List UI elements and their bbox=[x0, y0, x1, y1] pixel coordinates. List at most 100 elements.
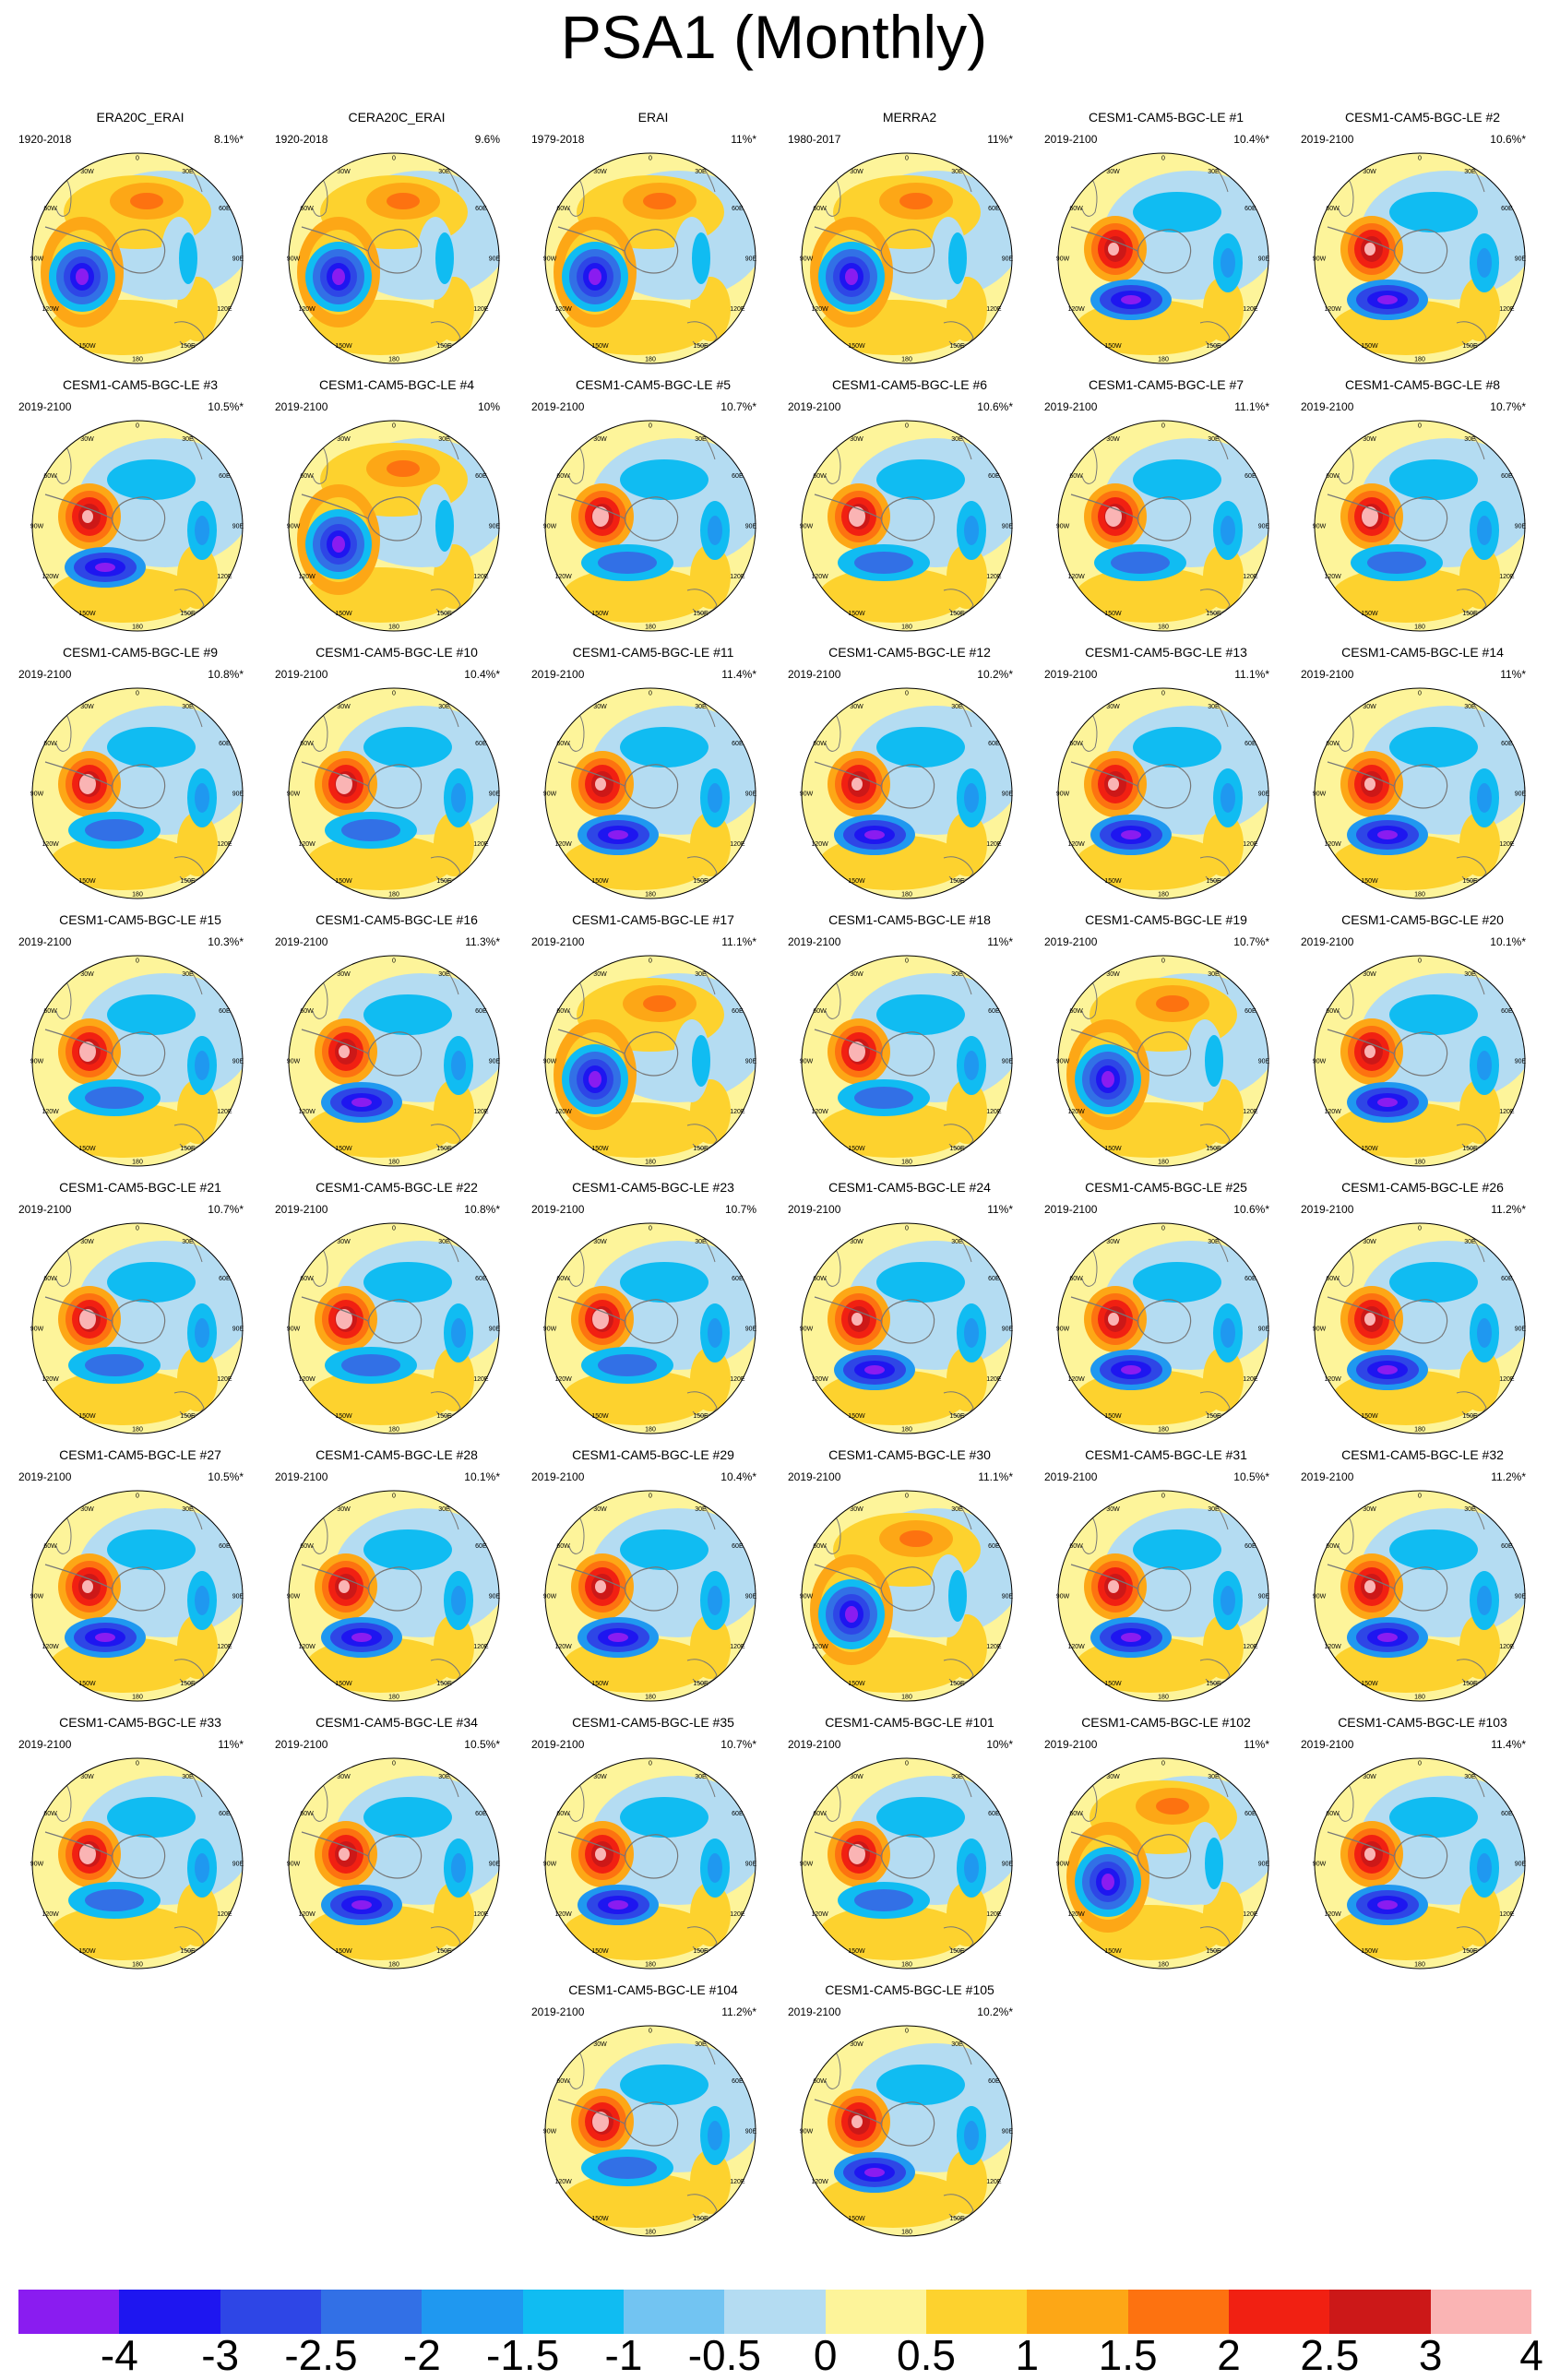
longitude-label: 60E bbox=[732, 206, 744, 212]
longitude-label: 90W bbox=[800, 2129, 814, 2136]
longitude-label: 0 bbox=[1418, 1226, 1422, 1232]
longitude-label: 120E bbox=[1243, 1911, 1258, 1918]
longitude-label: 180 bbox=[388, 1695, 399, 1701]
longitude-label: 60W bbox=[1326, 206, 1340, 212]
longitude-label: 0 bbox=[649, 958, 652, 965]
longitude-label: 30W bbox=[593, 971, 607, 978]
longitude-label: 150W bbox=[848, 878, 865, 885]
longitude-label: 120E bbox=[730, 841, 745, 848]
longitude-label: 90E bbox=[1515, 1327, 1527, 1333]
panel-period: 2019-2100 bbox=[18, 1738, 72, 1751]
longitude-label: 60W bbox=[1326, 741, 1340, 747]
longitude-label: 0 bbox=[136, 156, 139, 162]
panel-variance-percent: 11%* bbox=[218, 1738, 244, 1751]
longitude-label: 30W bbox=[337, 1239, 351, 1245]
longitude-label: 0 bbox=[905, 156, 909, 162]
longitude-label: 180 bbox=[1414, 892, 1425, 898]
longitude-label: 60W bbox=[43, 1276, 57, 1282]
longitude-label: 60W bbox=[813, 1008, 827, 1015]
map-panel: CESM1-CAM5-BGC-LE #9 2019-2100 10.8%* 0 30E 6… bbox=[13, 644, 268, 911]
longitude-label: 150E bbox=[1462, 1948, 1478, 1955]
polar-map: 0 30E 60E 90E 120E 150E 180 150W 120W 90W 60W 30W bbox=[540, 1218, 761, 1439]
longitude-label: 120W bbox=[298, 574, 316, 580]
longitude-label: 60E bbox=[1501, 1276, 1513, 1282]
panel-period: 2019-2100 bbox=[1044, 935, 1098, 948]
longitude-label: 150E bbox=[693, 1948, 709, 1955]
longitude-label: 60E bbox=[1244, 1008, 1256, 1015]
polar-map: 0 30E 60E 90E 120E 150E 180 150W 120W 90W 60W 30W bbox=[540, 415, 761, 637]
map-panel: CESM1-CAM5-BGC-LE #17 2019-2100 11.1%* 0 30E… bbox=[526, 911, 780, 1179]
panel-variance-percent: 11.1%* bbox=[721, 935, 756, 948]
longitude-label: 90W bbox=[543, 256, 557, 263]
longitude-label: 60E bbox=[988, 1276, 1000, 1282]
panel-period: 2019-2100 bbox=[275, 1738, 328, 1751]
colorbar-tick-label: 4 bbox=[1519, 2331, 1543, 2379]
map-panel: CESM1-CAM5-BGC-LE #101 2019-2100 10%* 0 30E 6… bbox=[782, 1714, 1037, 1981]
panel-variance-percent: 11%* bbox=[987, 935, 1013, 948]
longitude-label: 120E bbox=[217, 1644, 232, 1650]
longitude-label: 0 bbox=[1418, 156, 1422, 162]
longitude-label: 60W bbox=[1326, 1811, 1340, 1817]
longitude-label: 180 bbox=[901, 625, 912, 631]
longitude-label: 150E bbox=[180, 1681, 196, 1687]
longitude-label: 150E bbox=[180, 1146, 196, 1152]
colorbar-tick-label: 0.5 bbox=[897, 2331, 956, 2379]
map-panel: CESM1-CAM5-BGC-LE #105 2019-2100 10.2%* 0 30… bbox=[782, 1981, 1037, 2249]
map-panel: CESM1-CAM5-BGC-LE #11 2019-2100 11.4%* 0 30E… bbox=[526, 644, 780, 911]
longitude-label: 60W bbox=[43, 1543, 57, 1550]
longitude-label: 0 bbox=[136, 1761, 139, 1767]
panel-period: 2019-2100 bbox=[275, 668, 328, 681]
longitude-label: 150E bbox=[1462, 1413, 1478, 1420]
longitude-label: 180 bbox=[645, 2230, 656, 2236]
longitude-label: 150W bbox=[1104, 1681, 1122, 1687]
longitude-label: 90W bbox=[1056, 1594, 1070, 1601]
longitude-label: 30E bbox=[1464, 1239, 1476, 1245]
map-panel: CESM1-CAM5-BGC-LE #104 2019-2100 11.2%* 0 30… bbox=[526, 1981, 780, 2249]
longitude-label: 150E bbox=[436, 343, 452, 350]
longitude-label: 0 bbox=[1161, 1226, 1165, 1232]
colorbar-tick-label: -1 bbox=[604, 2331, 643, 2379]
colorbar-swatch bbox=[522, 2290, 625, 2334]
longitude-label: 60W bbox=[556, 1811, 570, 1817]
longitude-label: 30E bbox=[182, 169, 194, 175]
longitude-label: 60W bbox=[813, 473, 827, 480]
panel-title: CESM1-CAM5-BGC-LE #6 bbox=[831, 377, 988, 392]
longitude-label: 60W bbox=[556, 1543, 570, 1550]
longitude-label: 180 bbox=[132, 1962, 143, 1969]
longitude-label: 90E bbox=[1258, 256, 1270, 263]
longitude-label: 90W bbox=[30, 791, 44, 798]
longitude-label: 180 bbox=[645, 1695, 656, 1701]
longitude-label: 0 bbox=[1161, 156, 1165, 162]
panel-period: 2019-2100 bbox=[1301, 400, 1354, 413]
colorbar-swatch bbox=[321, 2290, 423, 2334]
map-panel: CESM1-CAM5-BGC-LE #33 2019-2100 11%* 0 30E 60… bbox=[13, 1714, 268, 1981]
longitude-label: 0 bbox=[1161, 1493, 1165, 1500]
longitude-label: 60W bbox=[556, 206, 570, 212]
longitude-label: 120E bbox=[730, 1911, 745, 1918]
panel-title: CESM1-CAM5-BGC-LE #1 bbox=[1088, 110, 1244, 125]
longitude-label: 60W bbox=[556, 741, 570, 747]
map-panel-grid: ERA20C_ERAI 1920-2018 8.1%* 0 30E 60E 90E 120E 1… bbox=[13, 110, 1527, 2237]
polar-map: 0 30E 60E 90E 120E 150E 180 150W 120W 90W 60W 30W bbox=[540, 950, 761, 1172]
longitude-label: 30E bbox=[182, 436, 194, 443]
longitude-label: 0 bbox=[392, 423, 396, 430]
longitude-label: 60W bbox=[1069, 1276, 1083, 1282]
longitude-label: 30W bbox=[1106, 169, 1120, 175]
longitude-label: 120W bbox=[42, 1911, 59, 1918]
longitude-label: 90E bbox=[1002, 524, 1014, 530]
longitude-label: 60E bbox=[732, 473, 744, 480]
longitude-label: 150E bbox=[693, 1146, 709, 1152]
longitude-label: 30E bbox=[951, 1506, 963, 1513]
longitude-label: 90E bbox=[1002, 1327, 1014, 1333]
longitude-label: 0 bbox=[905, 1226, 909, 1232]
map-panel: CESM1-CAM5-BGC-LE #12 2019-2100 10.2%* 0 30E… bbox=[782, 644, 1037, 911]
colorbar-tick-label: 3 bbox=[1418, 2331, 1443, 2379]
panel-title: CESM1-CAM5-BGC-LE #35 bbox=[572, 1715, 734, 1730]
longitude-label: 60W bbox=[1326, 1543, 1340, 1550]
longitude-label: 60E bbox=[988, 206, 1000, 212]
longitude-label: 180 bbox=[901, 1160, 912, 1166]
longitude-label: 60W bbox=[556, 1008, 570, 1015]
longitude-label: 30W bbox=[80, 436, 94, 443]
longitude-label: 60E bbox=[732, 1543, 744, 1550]
polar-map: 0 30E 60E 90E 120E 150E 180 150W 120W 90W 60W 30W bbox=[796, 148, 1018, 369]
